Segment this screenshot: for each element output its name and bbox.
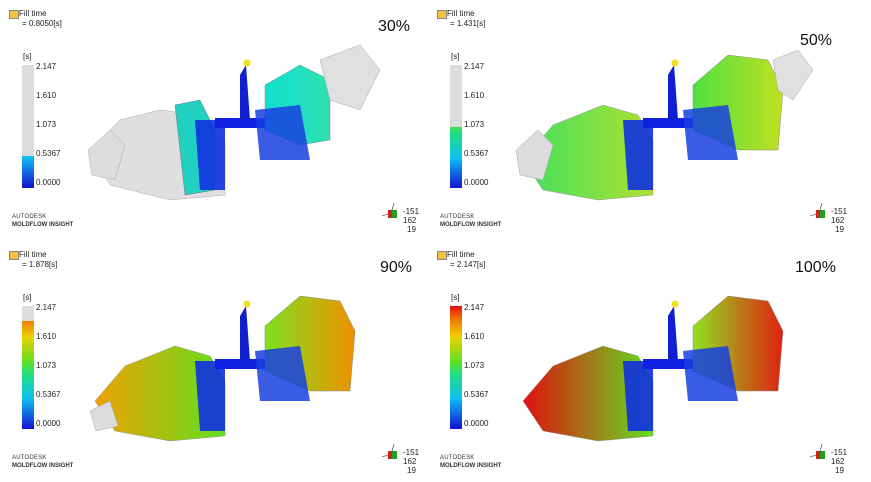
result-title: Fill time (447, 250, 475, 259)
view-coordinate: -151 (831, 207, 848, 216)
legend-tick-label: 0.5367 (36, 390, 61, 399)
view-coordinate: 162 (831, 457, 845, 466)
legend-unit: [s] (451, 52, 460, 61)
legend-tick-label: 0.5367 (36, 149, 61, 158)
legend-tick-label: 2.147 (36, 62, 57, 71)
result-panel: Fill time = 2.147[s] 100% [s] 2.147 1.610 1.07… (428, 241, 858, 482)
result-icon (437, 251, 447, 260)
legend-tick-label: 1.073 (464, 120, 485, 129)
fill-percent: 30% (378, 18, 411, 35)
view-coordinate: 162 (403, 216, 417, 225)
view-coordinate: 19 (835, 466, 844, 475)
legend-unit: [s] (23, 52, 32, 61)
legend-tick-label: 2.147 (464, 303, 485, 312)
legend-tick-label: 0.0000 (36, 178, 61, 187)
legend-tick-label: 1.073 (36, 120, 57, 129)
legend-fill (22, 156, 34, 188)
view-coordinate: -151 (831, 448, 848, 457)
time-value: = 1.878[s] (22, 260, 58, 269)
legend-fill (450, 306, 462, 429)
legend-tick-label: 1.073 (464, 361, 485, 370)
legend-tick-label: 0.5367 (464, 149, 489, 158)
view-coordinate: 19 (835, 225, 844, 234)
fill-percent: 100% (795, 259, 836, 276)
legend-tick-label: 0.0000 (464, 419, 489, 428)
view-coordinate: 162 (831, 216, 845, 225)
result-panel: Fill time = 0.8050[s] 30% [s] 2.147 1.610 1.07… (0, 0, 430, 241)
brand-name: AUTODESK (440, 214, 475, 220)
brand-name: AUTODESK (12, 214, 47, 220)
legend-tick-label: 1.610 (36, 332, 57, 341)
legend-fill (450, 126, 462, 188)
model-view (87, 44, 397, 218)
legend-bar (22, 65, 34, 188)
legend-tick-label: 2.147 (464, 62, 485, 71)
result-title: Fill time (19, 9, 47, 18)
model-view (89, 295, 397, 459)
legend-tick-label: 1.610 (36, 91, 57, 100)
time-value: = 0.8050[s] (22, 19, 62, 28)
legend-tick-label: 0.0000 (464, 178, 489, 187)
fill-percent: 90% (380, 259, 413, 276)
time-value: = 1.431[s] (450, 19, 486, 28)
model-view (522, 295, 825, 459)
product-name: MOLDFLOW INSIGHT (12, 463, 74, 469)
legend-tick-label: 0.5367 (464, 390, 489, 399)
result-panel: Fill time = 1.431[s] 50% [s] 2.147 1.610 1.073… (428, 0, 858, 241)
product-name: MOLDFLOW INSIGHT (440, 463, 502, 469)
legend-tick-label: 1.610 (464, 91, 485, 100)
legend-bar (22, 306, 34, 429)
brand-name: AUTODESK (12, 455, 47, 461)
legend-tick-label: 1.610 (464, 332, 485, 341)
legend-unit: [s] (23, 293, 32, 302)
view-coordinate: 162 (403, 457, 417, 466)
product-name: MOLDFLOW INSIGHT (440, 222, 502, 228)
product-name: MOLDFLOW INSIGHT (12, 222, 74, 228)
result-icon (437, 10, 447, 19)
legend-tick-label: 2.147 (36, 303, 57, 312)
result-panel: Fill time = 1.878[s] 90% [s] 2.147 1.610 1.073… (0, 241, 430, 482)
legend-bar (450, 65, 462, 188)
view-coordinate: -151 (403, 207, 420, 216)
view-coordinate: -151 (403, 448, 420, 457)
legend-tick-label: 0.0000 (36, 419, 61, 428)
legend-fill (22, 320, 34, 429)
fill-percent: 50% (800, 32, 833, 49)
result-title: Fill time (447, 9, 475, 18)
brand-name: AUTODESK (440, 455, 475, 461)
view-coordinate: 19 (407, 466, 416, 475)
view-coordinate: 19 (407, 225, 416, 234)
model-view (515, 49, 825, 218)
result-title: Fill time (19, 250, 47, 259)
result-icon (9, 251, 19, 260)
result-icon (9, 10, 19, 19)
time-value: = 2.147[s] (450, 260, 486, 269)
legend-tick-label: 1.073 (36, 361, 57, 370)
legend-unit: [s] (451, 293, 460, 302)
legend-bar (450, 306, 462, 429)
